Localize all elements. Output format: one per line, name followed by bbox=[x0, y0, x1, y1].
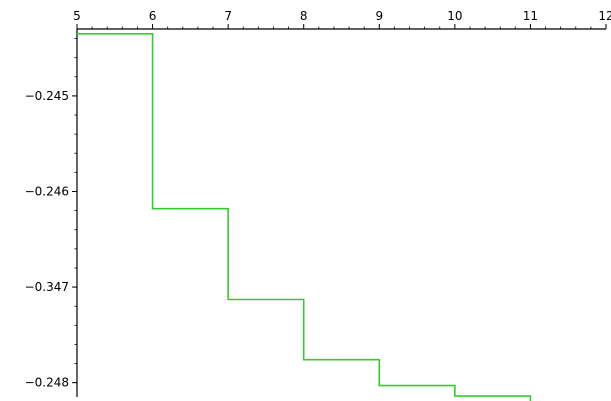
x-tick-label: 12 bbox=[598, 9, 611, 23]
x-tick-label: 11 bbox=[523, 9, 538, 23]
y-tick-label: −0.347 bbox=[25, 280, 69, 294]
y-tick-label: −0.248 bbox=[25, 376, 69, 390]
y-tick-label: −0.246 bbox=[25, 184, 69, 198]
x-tick-label: 10 bbox=[447, 9, 462, 23]
chart-series bbox=[77, 32, 606, 401]
x-tick-label: 9 bbox=[375, 9, 383, 23]
y-tick-label: −0.245 bbox=[25, 89, 69, 103]
x-tick-label: 7 bbox=[224, 9, 232, 23]
y-axis-ticks: −0.245 −0.246 −0.347 −0.248 bbox=[25, 38, 77, 390]
x-tick-label: 6 bbox=[149, 9, 157, 23]
x-tick-label: 8 bbox=[300, 9, 308, 23]
x-tick-label: 5 bbox=[73, 9, 81, 23]
chart-axes bbox=[76, 28, 606, 397]
x-axis-ticks: 5 6 7 8 9 10 11 12 bbox=[73, 9, 611, 29]
series-green-step-line bbox=[77, 32, 606, 401]
